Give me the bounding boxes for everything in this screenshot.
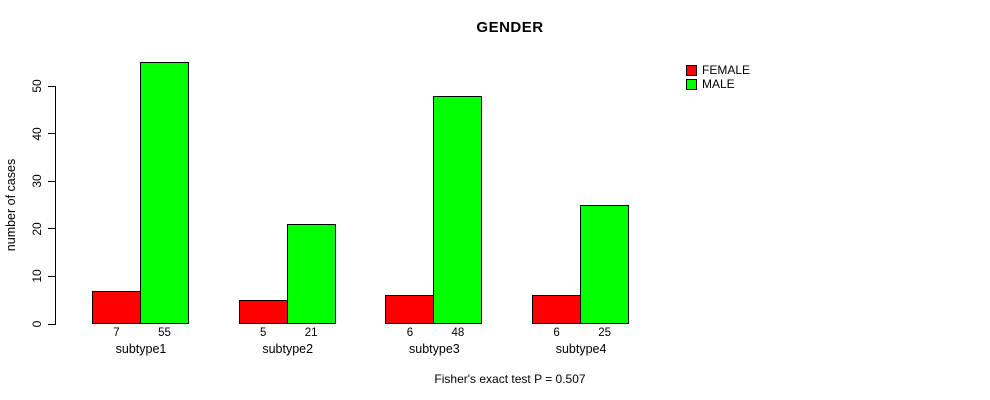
bar-value-label: 6 xyxy=(553,327,560,339)
bar-female-subtype3 xyxy=(385,295,435,324)
category-label-subtype1: subtype1 xyxy=(115,342,167,356)
legend-label-male: MALE xyxy=(702,77,735,91)
bar-male-subtype4 xyxy=(580,205,630,324)
bar-value-label: 55 xyxy=(158,327,171,339)
bar-male-subtype2 xyxy=(286,224,336,324)
y-tick-mark xyxy=(48,85,55,87)
legend-label-female: FEMALE xyxy=(702,63,751,77)
category-label-subtype2: subtype2 xyxy=(262,342,314,356)
y-axis-line xyxy=(55,86,56,325)
legend: FEMALE MALE xyxy=(686,63,750,91)
y-tick-mark xyxy=(48,133,55,135)
bar-value-label: 5 xyxy=(259,327,267,339)
legend-swatch-male xyxy=(686,78,697,90)
y-tick-mark xyxy=(48,228,55,230)
y-tick-label: 20 xyxy=(30,222,44,236)
bar-male-subtype3 xyxy=(433,96,483,324)
bar-value-label: 25 xyxy=(598,327,611,339)
bar-value-label: 21 xyxy=(304,327,318,339)
y-axis-label: number of cases xyxy=(4,158,18,252)
bar-female-subtype2 xyxy=(238,300,288,324)
bar-female-subtype1 xyxy=(92,291,141,324)
y-tick-label: 50 xyxy=(30,79,44,93)
y-tick-mark xyxy=(48,275,55,277)
bar-male-subtype1 xyxy=(140,62,189,324)
y-tick-mark xyxy=(48,180,55,182)
y-tick-label: 0 xyxy=(30,320,44,328)
chart-title: GENDER xyxy=(476,19,544,36)
bar-female-subtype4 xyxy=(532,295,582,324)
category-label-subtype4: subtype4 xyxy=(555,342,607,356)
bar-value-label: 48 xyxy=(451,327,465,339)
y-tick-label: 10 xyxy=(30,269,44,284)
bar-value-label: 7 xyxy=(113,327,120,339)
bar-value-label: 6 xyxy=(406,327,414,339)
y-tick-mark xyxy=(48,323,55,325)
y-tick-label: 30 xyxy=(30,174,44,188)
y-tick-label: 40 xyxy=(30,126,44,141)
legend-item-male: MALE xyxy=(686,77,750,91)
category-label-subtype3: subtype3 xyxy=(409,342,460,356)
legend-item-female: FEMALE xyxy=(686,63,750,77)
fisher-test-annotation: Fisher's exact test P = 0.507 xyxy=(434,372,586,386)
legend-swatch-female xyxy=(686,64,697,76)
